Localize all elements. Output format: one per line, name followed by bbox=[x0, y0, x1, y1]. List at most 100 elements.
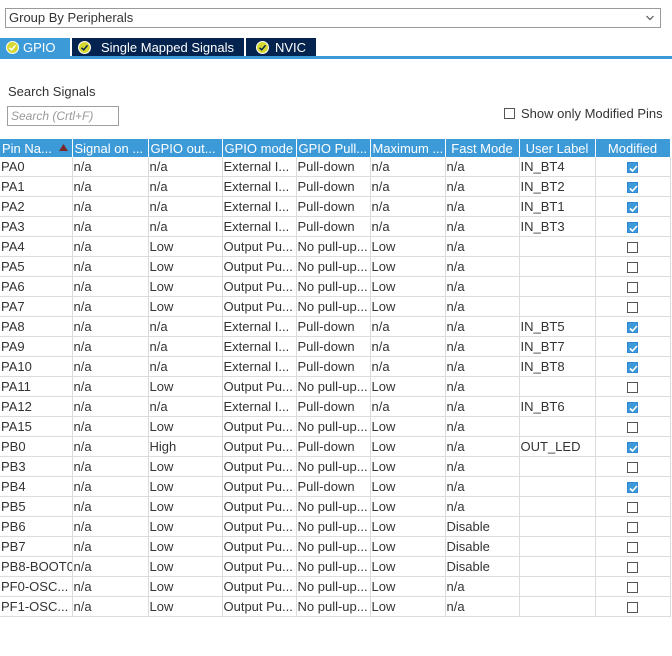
gpio-output-level-cell[interactable]: n/a bbox=[148, 216, 223, 237]
user-label-cell[interactable] bbox=[519, 256, 596, 277]
pin-name-cell[interactable]: PB6 bbox=[0, 516, 73, 537]
column-header-maximum-speed[interactable]: Maximum ... bbox=[370, 139, 446, 157]
table-row[interactable]: PB0 n/a High Output Pu... Pull-down Low n/a OUT… bbox=[0, 436, 671, 457]
gpio-mode-cell[interactable]: External I... bbox=[222, 336, 297, 357]
fast-mode-cell[interactable]: n/a bbox=[445, 456, 520, 477]
table-row[interactable]: PB5 n/a Low Output Pu... No pull-up... Low n/a bbox=[0, 496, 671, 517]
fast-mode-cell[interactable]: n/a bbox=[445, 176, 520, 197]
maximum-speed-cell[interactable]: n/a bbox=[370, 216, 446, 237]
user-label-cell[interactable]: IN_BT4 bbox=[519, 157, 596, 177]
signal-cell[interactable]: n/a bbox=[72, 536, 149, 557]
table-row[interactable]: PA4 n/a Low Output Pu... No pull-up... Low n/a bbox=[0, 236, 671, 257]
gpio-mode-cell[interactable]: Output Pu... bbox=[222, 476, 297, 497]
user-label-cell[interactable]: IN_BT3 bbox=[519, 216, 596, 237]
pin-name-cell[interactable]: PA6 bbox=[0, 276, 73, 297]
gpio-pull-cell[interactable]: Pull-down bbox=[296, 176, 371, 197]
maximum-speed-cell[interactable]: Low bbox=[370, 556, 446, 577]
gpio-pull-cell[interactable]: Pull-down bbox=[296, 157, 371, 177]
pin-name-cell[interactable]: PB5 bbox=[0, 496, 73, 517]
maximum-speed-cell[interactable]: Low bbox=[370, 276, 446, 297]
table-row[interactable]: PA10 n/a n/a External I... Pull-down n/a n/a IN… bbox=[0, 356, 671, 377]
column-header-gpio-mode[interactable]: GPIO mode bbox=[222, 139, 297, 157]
maximum-speed-cell[interactable]: Low bbox=[370, 496, 446, 517]
gpio-output-level-cell[interactable]: Low bbox=[148, 256, 223, 277]
user-label-cell[interactable] bbox=[519, 456, 596, 477]
signal-cell[interactable]: n/a bbox=[72, 256, 149, 277]
pin-name-cell[interactable]: PB8-BOOT0 bbox=[0, 556, 73, 577]
fast-mode-cell[interactable]: n/a bbox=[445, 436, 520, 457]
gpio-pull-cell[interactable]: No pull-up... bbox=[296, 416, 371, 437]
table-row[interactable]: PA1 n/a n/a External I... Pull-down n/a n/a IN_… bbox=[0, 176, 671, 197]
user-label-cell[interactable] bbox=[519, 236, 596, 257]
maximum-speed-cell[interactable]: Low bbox=[370, 376, 446, 397]
user-label-cell[interactable]: IN_BT2 bbox=[519, 176, 596, 197]
gpio-pull-cell[interactable]: Pull-down bbox=[296, 476, 371, 497]
gpio-output-level-cell[interactable]: n/a bbox=[148, 356, 223, 377]
pin-name-cell[interactable]: PA0 bbox=[0, 157, 73, 177]
gpio-pull-cell[interactable]: No pull-up... bbox=[296, 296, 371, 317]
gpio-mode-cell[interactable]: Output Pu... bbox=[222, 236, 297, 257]
pin-name-cell[interactable]: PA4 bbox=[0, 236, 73, 257]
gpio-output-level-cell[interactable]: Low bbox=[148, 596, 223, 617]
tab-gpio[interactable]: GPIO bbox=[0, 38, 70, 57]
pin-name-cell[interactable]: PB7 bbox=[0, 536, 73, 557]
gpio-output-level-cell[interactable]: Low bbox=[148, 416, 223, 437]
user-label-cell[interactable] bbox=[519, 416, 596, 437]
table-row[interactable]: PA7 n/a Low Output Pu... No pull-up... Low n/a bbox=[0, 296, 671, 317]
gpio-mode-cell[interactable]: Output Pu... bbox=[222, 436, 297, 457]
table-row[interactable]: PA12 n/a n/a External I... Pull-down n/a n/a IN… bbox=[0, 396, 671, 417]
pin-name-cell[interactable]: PA15 bbox=[0, 416, 73, 437]
table-row[interactable]: PA8 n/a n/a External I... Pull-down n/a n/a IN_… bbox=[0, 316, 671, 337]
pin-name-cell[interactable]: PA3 bbox=[0, 216, 73, 237]
column-header-gpio-output-level[interactable]: GPIO out... bbox=[148, 139, 223, 157]
gpio-output-level-cell[interactable]: n/a bbox=[148, 157, 223, 177]
user-label-cell[interactable] bbox=[519, 296, 596, 317]
gpio-mode-cell[interactable]: Output Pu... bbox=[222, 376, 297, 397]
user-label-cell[interactable]: IN_BT5 bbox=[519, 316, 596, 337]
user-label-cell[interactable]: IN_BT6 bbox=[519, 396, 596, 417]
gpio-mode-cell[interactable]: Output Pu... bbox=[222, 276, 297, 297]
pin-name-cell[interactable]: PA7 bbox=[0, 296, 73, 317]
fast-mode-cell[interactable]: n/a bbox=[445, 276, 520, 297]
fast-mode-cell[interactable]: n/a bbox=[445, 416, 520, 437]
gpio-mode-cell[interactable]: External I... bbox=[222, 316, 297, 337]
user-label-cell[interactable] bbox=[519, 596, 596, 617]
maximum-speed-cell[interactable]: Low bbox=[370, 456, 446, 477]
pin-name-cell[interactable]: PA5 bbox=[0, 256, 73, 277]
gpio-output-level-cell[interactable]: n/a bbox=[148, 396, 223, 417]
maximum-speed-cell[interactable]: Low bbox=[370, 576, 446, 597]
gpio-output-level-cell[interactable]: Low bbox=[148, 236, 223, 257]
gpio-pull-cell[interactable]: No pull-up... bbox=[296, 516, 371, 537]
gpio-mode-cell[interactable]: External I... bbox=[222, 196, 297, 217]
table-row[interactable]: PB7 n/a Low Output Pu... No pull-up... Low Dis… bbox=[0, 536, 671, 557]
table-row[interactable]: PA2 n/a n/a External I... Pull-down n/a n/a IN_… bbox=[0, 196, 671, 217]
gpio-mode-cell[interactable]: Output Pu... bbox=[222, 536, 297, 557]
gpio-pull-cell[interactable]: No pull-up... bbox=[296, 496, 371, 517]
maximum-speed-cell[interactable]: Low bbox=[370, 236, 446, 257]
tab-nvic[interactable]: NVIC bbox=[246, 38, 316, 57]
gpio-output-level-cell[interactable]: Low bbox=[148, 496, 223, 517]
fast-mode-cell[interactable]: n/a bbox=[445, 336, 520, 357]
fast-mode-cell[interactable]: n/a bbox=[445, 316, 520, 337]
maximum-speed-cell[interactable]: Low bbox=[370, 476, 446, 497]
gpio-output-level-cell[interactable]: Low bbox=[148, 556, 223, 577]
group-by-select[interactable]: Group By Peripherals bbox=[5, 8, 661, 28]
user-label-cell[interactable]: IN_BT8 bbox=[519, 356, 596, 377]
table-row[interactable]: PA9 n/a n/a External I... Pull-down n/a n/a IN_… bbox=[0, 336, 671, 357]
maximum-speed-cell[interactable]: Low bbox=[370, 536, 446, 557]
user-label-cell[interactable]: IN_BT7 bbox=[519, 336, 596, 357]
signal-cell[interactable]: n/a bbox=[72, 356, 149, 377]
fast-mode-cell[interactable]: n/a bbox=[445, 236, 520, 257]
table-row[interactable]: PA3 n/a n/a External I... Pull-down n/a n/a IN_… bbox=[0, 216, 671, 237]
gpio-pull-cell[interactable]: No pull-up... bbox=[296, 536, 371, 557]
fast-mode-cell[interactable]: n/a bbox=[445, 296, 520, 317]
signal-cell[interactable]: n/a bbox=[72, 176, 149, 197]
maximum-speed-cell[interactable]: n/a bbox=[370, 356, 446, 377]
table-row[interactable]: PA11 n/a Low Output Pu... No pull-up... Low n/… bbox=[0, 376, 671, 397]
signal-cell[interactable]: n/a bbox=[72, 196, 149, 217]
signal-cell[interactable]: n/a bbox=[72, 596, 149, 617]
fast-mode-cell[interactable]: n/a bbox=[445, 576, 520, 597]
gpio-pull-cell[interactable]: No pull-up... bbox=[296, 456, 371, 477]
pin-name-cell[interactable]: PA10 bbox=[0, 356, 73, 377]
maximum-speed-cell[interactable]: Low bbox=[370, 296, 446, 317]
